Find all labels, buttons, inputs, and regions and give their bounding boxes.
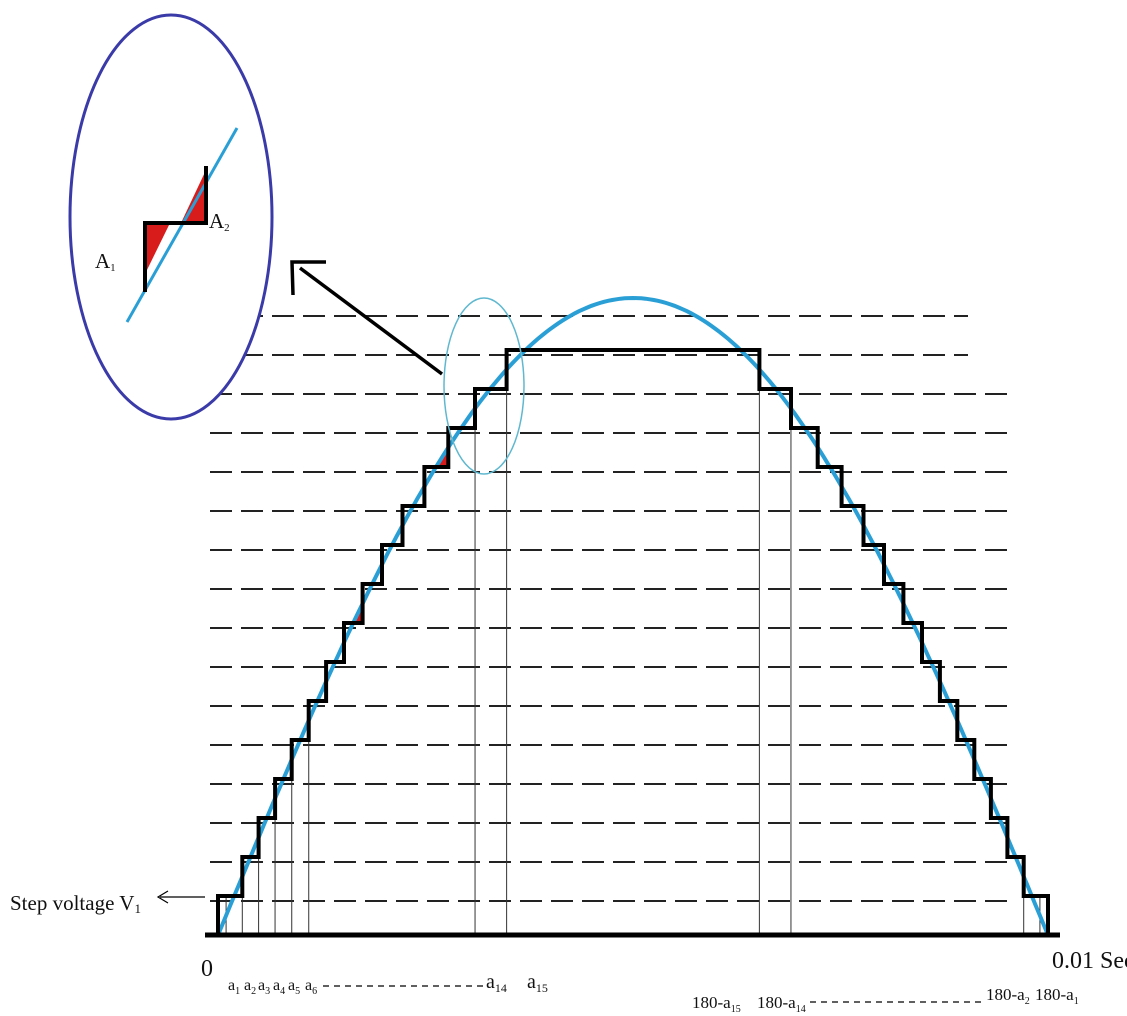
angle-label: a14 (486, 971, 507, 995)
inset-label-a2: A2 (209, 209, 230, 234)
inset-magnified-view: A1 A2 (68, 13, 274, 421)
angle-label: a5 (288, 977, 300, 997)
dashed-level-lines (210, 315, 1008, 902)
sine-curve (216, 295, 1050, 936)
zoom-arrow (290, 260, 444, 376)
step-voltage-sub: 1 (134, 901, 141, 916)
angle-label: 180-a14 (757, 993, 806, 1015)
step-voltage-label: Step voltage V (10, 891, 134, 915)
angle-labels: a1 a2 a3 a4 a5 a6 a14 a15 180-a15 180-a14 180-a2 18… (228, 971, 1079, 1015)
origin-label: 0 (201, 956, 213, 982)
staircase-waveform (216, 348, 1050, 935)
angle-label: 180-a2 (986, 985, 1030, 1007)
angle-label: a3 (258, 977, 270, 997)
angle-label: a2 (244, 977, 256, 997)
angle-label: a15 (527, 971, 548, 995)
svg-text:Step voltage V1: Step voltage V1 (10, 891, 141, 916)
inset-error-area-a1 (145, 223, 170, 274)
angle-label: a1 (228, 977, 240, 997)
zoom-circle (443, 297, 525, 475)
step-voltage-annotation: Step voltage V1 (10, 890, 205, 916)
angle-label: a4 (273, 977, 285, 997)
inset-staircase-step (143, 166, 208, 292)
inset-label-a1: A1 (95, 249, 116, 274)
angle-label: 180-a15 (692, 993, 741, 1015)
inset-error-area-a2 (181, 170, 206, 223)
angle-label: a6 (305, 977, 317, 997)
inset-circle (68, 13, 274, 421)
angle-vertical-lines (225, 350, 1041, 935)
time-end-label: 0.01 Sec (1052, 948, 1127, 974)
angle-label: 180-a1 (1035, 985, 1079, 1007)
